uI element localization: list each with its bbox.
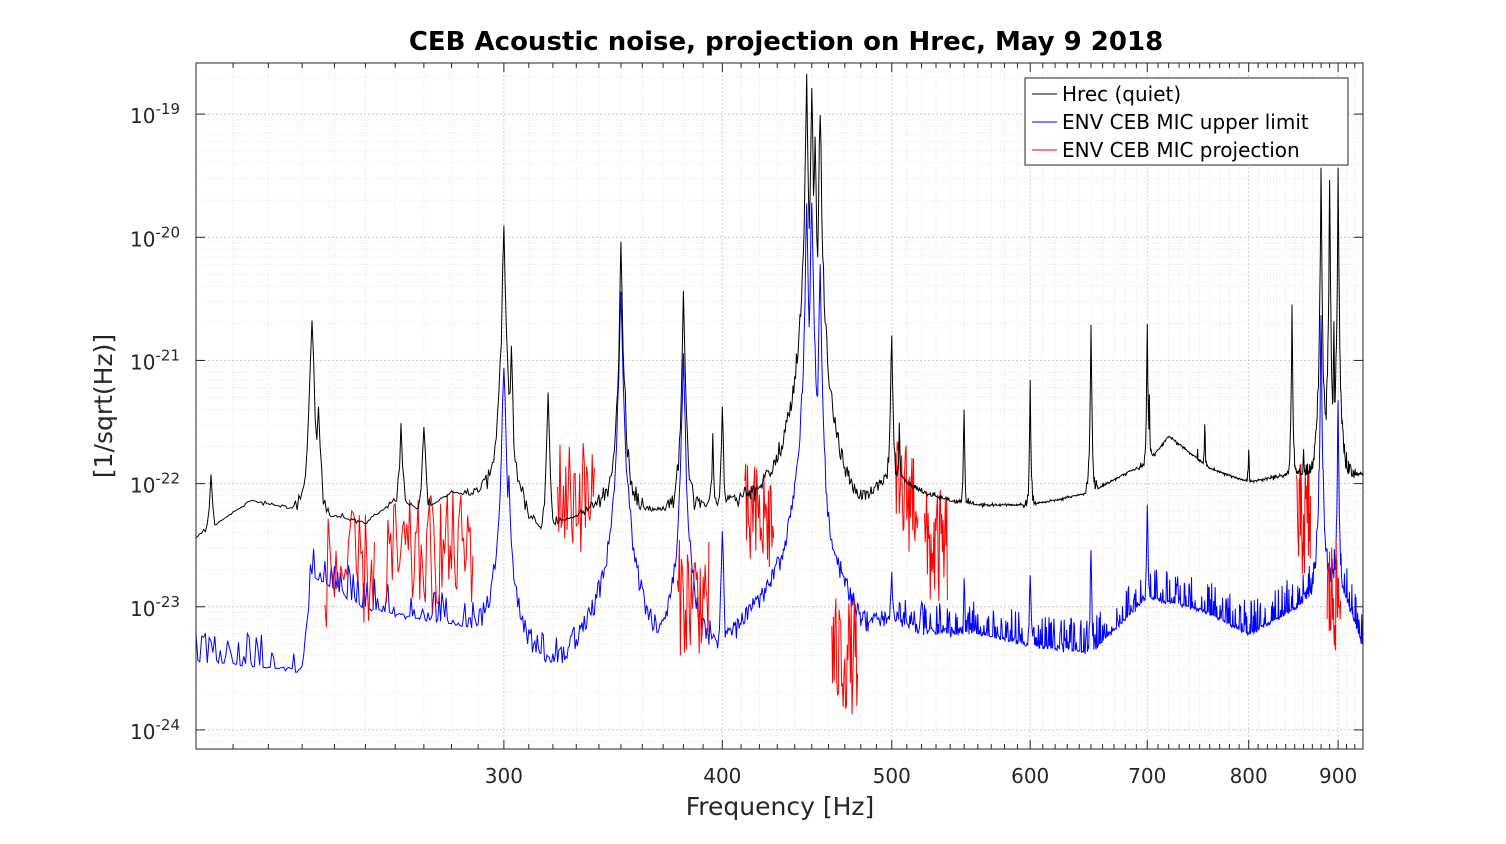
series-line-env-ceb-mic-upper-limit xyxy=(196,202,1363,673)
series-line-env-ceb-mic-projection xyxy=(557,442,595,553)
series-line-env-ceb-mic-projection xyxy=(429,490,474,605)
series-line-env-ceb-mic-projection xyxy=(924,489,948,602)
y-tick-label: 10-19 xyxy=(130,100,180,128)
y-axis: 10-24 10-23 10-22 10-21 10-20 10-19 xyxy=(130,100,1363,744)
x-tick-label: 800 xyxy=(1230,764,1268,788)
x-tick-label: 900 xyxy=(1319,764,1357,788)
y-tick-label: 10-20 xyxy=(130,223,180,251)
x-axis: 300 400 500 600 700 800 900 xyxy=(195,63,1364,788)
x-tick-label: 500 xyxy=(873,764,911,788)
x-axis-label: Frequency [Hz] xyxy=(686,792,875,821)
y-tick-label: 10-24 xyxy=(130,716,180,744)
plot-frame xyxy=(195,62,1364,750)
series-line-env-ceb-mic-projection xyxy=(676,539,710,656)
series-line-env-ceb-mic-projection xyxy=(385,499,433,614)
y-axis-label: [1/sqrt(Hz)] xyxy=(89,334,118,478)
plot-area xyxy=(196,73,1363,715)
series-line-env-ceb-mic-projection xyxy=(894,441,919,552)
legend: Hrec (quiet) ENV CEB MIC upper limit ENV C… xyxy=(1024,77,1349,166)
x-tick-label: 400 xyxy=(703,764,741,788)
x-tick-label: 600 xyxy=(1011,764,1049,788)
y-tick-label: 10-23 xyxy=(130,593,180,621)
series-line-env-ceb-mic-projection xyxy=(744,463,775,568)
series-line-hrec-quiet xyxy=(196,73,1363,539)
legend-label: ENV CEB MIC upper limit xyxy=(1062,110,1309,134)
x-tick-label: 700 xyxy=(1128,764,1166,788)
legend-label: Hrec (quiet) xyxy=(1062,82,1181,106)
x-tick-label: 300 xyxy=(485,764,523,788)
legend-label: ENV CEB MIC projection xyxy=(1062,138,1300,162)
y-tick-label: 10-21 xyxy=(130,346,180,374)
y-tick-label: 10-22 xyxy=(130,470,180,498)
series-line-env-ceb-mic-projection xyxy=(831,598,859,715)
series-line-env-ceb-mic-projection xyxy=(1326,538,1342,651)
chart-title: CEB Acoustic noise, projection on Hrec, … xyxy=(409,27,1163,57)
series-line-env-ceb-mic-projection xyxy=(1296,463,1312,575)
legend-box xyxy=(1024,77,1349,166)
series-line-env-ceb-mic-projection xyxy=(324,509,375,628)
grid xyxy=(195,63,1364,750)
